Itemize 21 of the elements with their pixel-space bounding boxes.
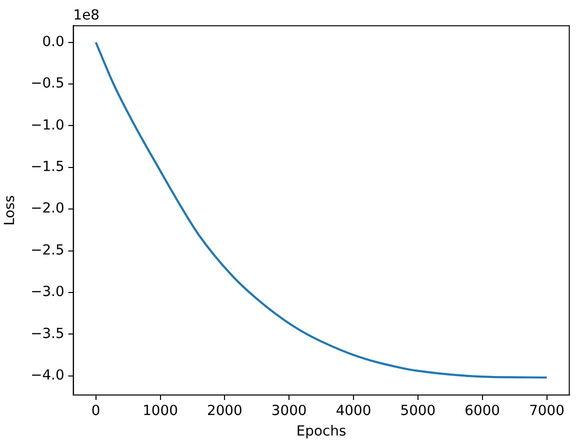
x-tick-label: 2000 [206, 402, 242, 419]
x-axis-title: Epochs [296, 423, 346, 440]
line-series [94, 41, 548, 379]
y-tick-label: −0.5 [30, 76, 64, 92]
text: 1e8 [73, 7, 100, 24]
y-tick-label: −3.0 [30, 284, 64, 300]
y-tick-label: −4.0 [30, 367, 64, 384]
x-tick-label: 3000 [271, 402, 307, 419]
x-tick-label: 0 [91, 402, 100, 419]
y-axis-title: Loss [2, 195, 18, 226]
x-tick-label: 6000 [464, 402, 500, 419]
x-tick-label: 1000 [142, 402, 178, 419]
x-tick-label: 5000 [400, 402, 436, 419]
x-tick-label: 4000 [336, 402, 372, 419]
y-tick-label: −1.0 [30, 117, 64, 134]
y-tick-label: −2.5 [30, 242, 64, 258]
y-tick-label: −3.5 [30, 326, 64, 342]
y-tick-label: −1.5 [30, 159, 64, 176]
y-tick-label: 0.0 [42, 34, 64, 50]
x-tick-label: 7000 [529, 402, 564, 419]
y-tick-label: −2.0 [30, 200, 64, 217]
